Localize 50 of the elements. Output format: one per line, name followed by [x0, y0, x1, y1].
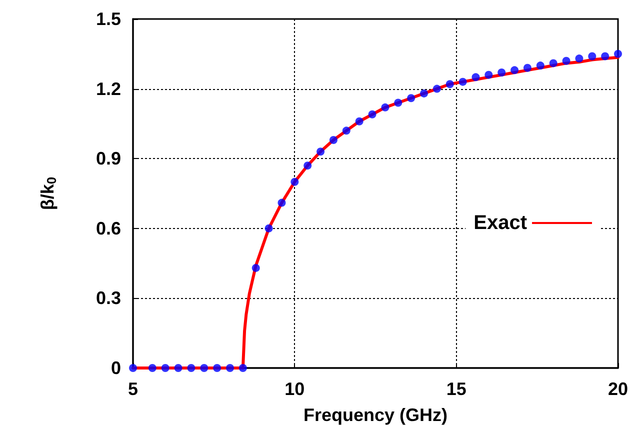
point — [278, 198, 286, 207]
y-axis-title: β/k0 — [38, 176, 59, 210]
point — [498, 68, 506, 77]
point — [575, 54, 584, 63]
x-tick-label: 20 — [608, 379, 628, 399]
point — [226, 364, 234, 372]
point — [549, 59, 558, 68]
point — [432, 84, 441, 93]
point — [381, 103, 390, 112]
y-tick-label: 0.3 — [96, 288, 121, 308]
point — [342, 126, 350, 135]
legend-label: Exact — [474, 212, 528, 234]
point — [407, 94, 416, 102]
point — [355, 117, 364, 126]
point — [472, 73, 480, 82]
point — [510, 66, 519, 74]
point — [601, 52, 610, 60]
point — [458, 78, 467, 86]
x-tick-label: 10 — [284, 379, 305, 399]
point — [368, 110, 376, 118]
point — [394, 98, 402, 107]
y-tick-label: 0 — [110, 358, 121, 378]
point — [264, 224, 273, 232]
x-axis-title: Frequency (GHz) — [303, 405, 448, 425]
point — [174, 364, 182, 372]
point — [187, 364, 196, 372]
y-tick-label: 1.5 — [96, 9, 121, 29]
point — [304, 162, 312, 170]
point — [523, 64, 532, 72]
point — [420, 89, 428, 98]
y-tick-label: 1.2 — [96, 78, 121, 99]
point — [588, 52, 596, 60]
point — [562, 56, 570, 65]
point — [484, 70, 493, 79]
point — [290, 178, 299, 186]
y-tick-label: 0.6 — [96, 218, 121, 238]
point — [329, 136, 338, 144]
point — [614, 50, 622, 58]
point — [161, 364, 170, 372]
point — [238, 364, 247, 372]
point — [536, 62, 544, 70]
point — [316, 148, 325, 156]
point — [446, 80, 454, 88]
point — [200, 364, 208, 372]
point — [148, 364, 156, 372]
x-tick-label: 15 — [446, 379, 466, 399]
x-tick-label: 5 — [128, 379, 138, 399]
y-tick-label: 0.9 — [96, 148, 121, 169]
point — [213, 364, 222, 372]
point — [252, 264, 260, 272]
